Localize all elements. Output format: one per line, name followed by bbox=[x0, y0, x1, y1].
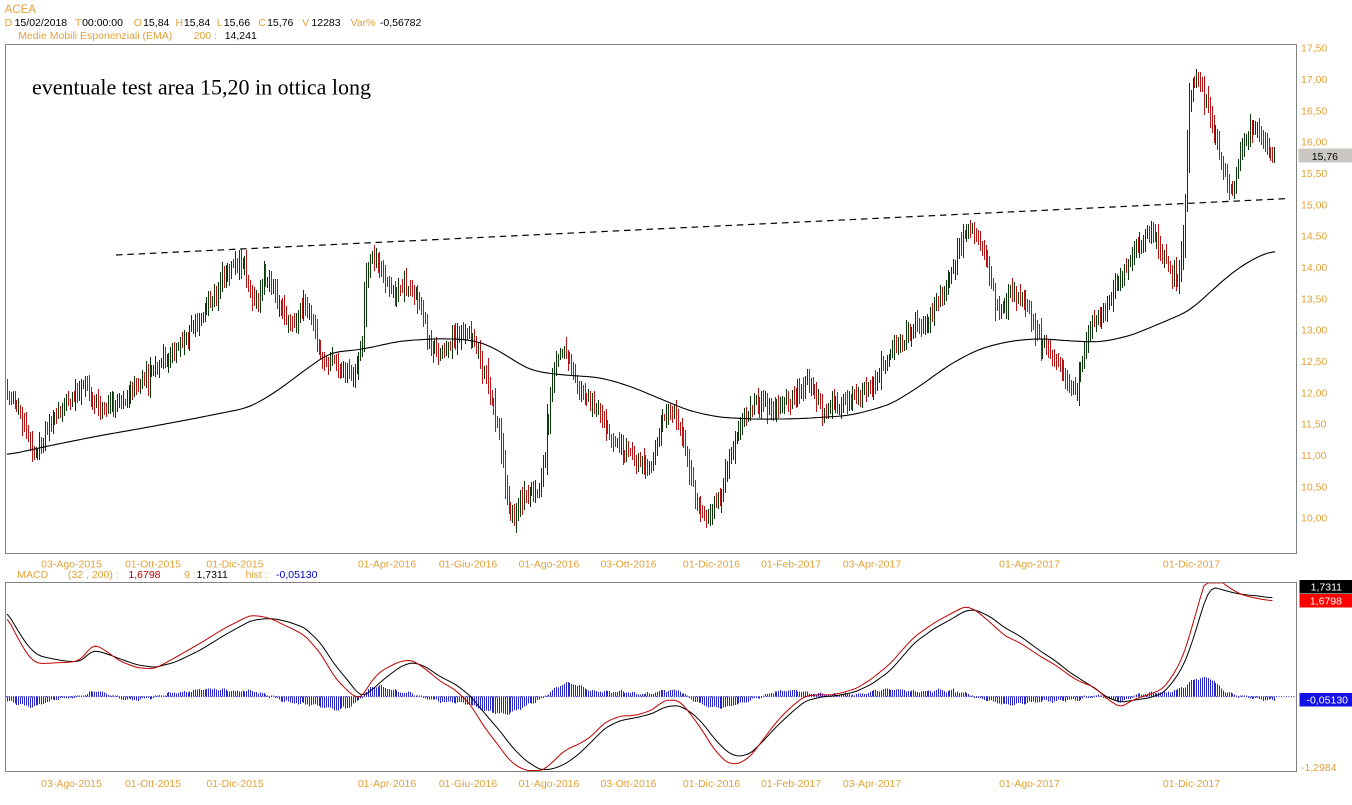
svg-text:hist :: hist : bbox=[246, 569, 268, 581]
svg-text:15,76: 15,76 bbox=[267, 17, 293, 29]
svg-text:01-Dic-2016: 01-Dic-2016 bbox=[683, 778, 740, 790]
svg-text:D: D bbox=[5, 17, 13, 29]
svg-text:13,50: 13,50 bbox=[1301, 293, 1327, 305]
svg-text:T: T bbox=[75, 17, 82, 29]
svg-text:12283: 12283 bbox=[311, 17, 340, 29]
svg-text:00:00:00: 00:00:00 bbox=[82, 17, 123, 29]
svg-text:01-Giu-2016: 01-Giu-2016 bbox=[439, 559, 498, 571]
svg-text:C: C bbox=[258, 17, 266, 29]
svg-text:15,84: 15,84 bbox=[143, 17, 169, 29]
svg-text:V: V bbox=[302, 17, 309, 29]
svg-text:03-Ott-2016: 03-Ott-2016 bbox=[600, 559, 656, 571]
svg-text:01-Feb-2017: 01-Feb-2017 bbox=[761, 559, 821, 571]
svg-text:15,84: 15,84 bbox=[184, 17, 210, 29]
svg-text:13,00: 13,00 bbox=[1301, 325, 1327, 337]
svg-text:MACD: MACD bbox=[17, 569, 48, 581]
svg-text:17,00: 17,00 bbox=[1301, 74, 1327, 86]
svg-text:03-Apr-2017: 03-Apr-2017 bbox=[843, 559, 902, 571]
svg-text:1,6798: 1,6798 bbox=[1310, 596, 1342, 608]
svg-text:16,50: 16,50 bbox=[1301, 105, 1327, 117]
svg-text:03-Ago-2015: 03-Ago-2015 bbox=[41, 778, 102, 790]
svg-text:12,00: 12,00 bbox=[1301, 387, 1327, 399]
svg-text:01-Dic-2016: 01-Dic-2016 bbox=[683, 559, 740, 571]
svg-text:01-Ott-2015: 01-Ott-2015 bbox=[125, 778, 181, 790]
svg-text:15,76: 15,76 bbox=[1312, 151, 1338, 163]
svg-text:200 :: 200 : bbox=[194, 30, 217, 42]
svg-text:01-Ago-2016: 01-Ago-2016 bbox=[519, 778, 580, 790]
svg-text:01-Ago-2016: 01-Ago-2016 bbox=[519, 559, 580, 571]
svg-text:-0,05130: -0,05130 bbox=[276, 569, 318, 581]
svg-text:14,50: 14,50 bbox=[1301, 231, 1327, 243]
svg-text:15,50: 15,50 bbox=[1301, 168, 1327, 180]
svg-text:eventuale test area 15,20 in o: eventuale test area 15,20 in ottica long bbox=[32, 75, 371, 100]
svg-text:01-Feb-2017: 01-Feb-2017 bbox=[761, 778, 821, 790]
svg-text:15/02/2018: 15/02/2018 bbox=[15, 17, 68, 29]
svg-text:01-Dic-2017: 01-Dic-2017 bbox=[1163, 559, 1220, 571]
svg-text:15,00: 15,00 bbox=[1301, 199, 1327, 211]
svg-text:9 :: 9 : bbox=[184, 569, 196, 581]
svg-text:10,00: 10,00 bbox=[1301, 513, 1327, 525]
svg-text:11,00: 11,00 bbox=[1301, 450, 1327, 462]
svg-text:L: L bbox=[217, 17, 223, 29]
svg-text:-0,56782: -0,56782 bbox=[380, 17, 422, 29]
svg-text:01-Ago-2017: 01-Ago-2017 bbox=[999, 778, 1060, 790]
svg-text:01-Apr-2016: 01-Apr-2016 bbox=[358, 559, 417, 571]
svg-text:O: O bbox=[134, 17, 142, 29]
svg-text:Var%: Var% bbox=[351, 17, 376, 29]
svg-text:01-Giu-2016: 01-Giu-2016 bbox=[439, 778, 498, 790]
svg-text:-1,2984: -1,2984 bbox=[1301, 762, 1337, 774]
svg-text:1,6798: 1,6798 bbox=[128, 569, 160, 581]
svg-text:-0,05130: -0,05130 bbox=[1307, 695, 1349, 707]
svg-text:ACEA: ACEA bbox=[5, 4, 37, 16]
svg-text:10,50: 10,50 bbox=[1301, 481, 1327, 493]
svg-text:Medie Mobili Esponenziali (EMA: Medie Mobili Esponenziali (EMA) bbox=[18, 30, 172, 42]
svg-text:1,7311: 1,7311 bbox=[1311, 582, 1342, 594]
svg-text:11,50: 11,50 bbox=[1301, 419, 1327, 431]
svg-text:14,00: 14,00 bbox=[1301, 262, 1327, 274]
svg-text:14,241: 14,241 bbox=[225, 30, 257, 42]
svg-text:01-Ago-2017: 01-Ago-2017 bbox=[999, 559, 1060, 571]
svg-text:H: H bbox=[176, 17, 184, 29]
svg-text:17,50: 17,50 bbox=[1301, 43, 1327, 55]
svg-text:01-Apr-2016: 01-Apr-2016 bbox=[358, 778, 417, 790]
svg-text:16,00: 16,00 bbox=[1301, 137, 1327, 149]
svg-text:(32 , 200) :: (32 , 200) : bbox=[68, 569, 119, 581]
svg-text:03-Apr-2017: 03-Apr-2017 bbox=[843, 778, 902, 790]
svg-text:03-Ott-2016: 03-Ott-2016 bbox=[600, 778, 656, 790]
svg-text:01-Dic-2017: 01-Dic-2017 bbox=[1163, 778, 1220, 790]
svg-text:12,50: 12,50 bbox=[1301, 356, 1327, 368]
svg-text:1,7311: 1,7311 bbox=[197, 569, 228, 581]
svg-text:15,66: 15,66 bbox=[224, 17, 250, 29]
svg-text:01-Dic-2015: 01-Dic-2015 bbox=[206, 778, 263, 790]
